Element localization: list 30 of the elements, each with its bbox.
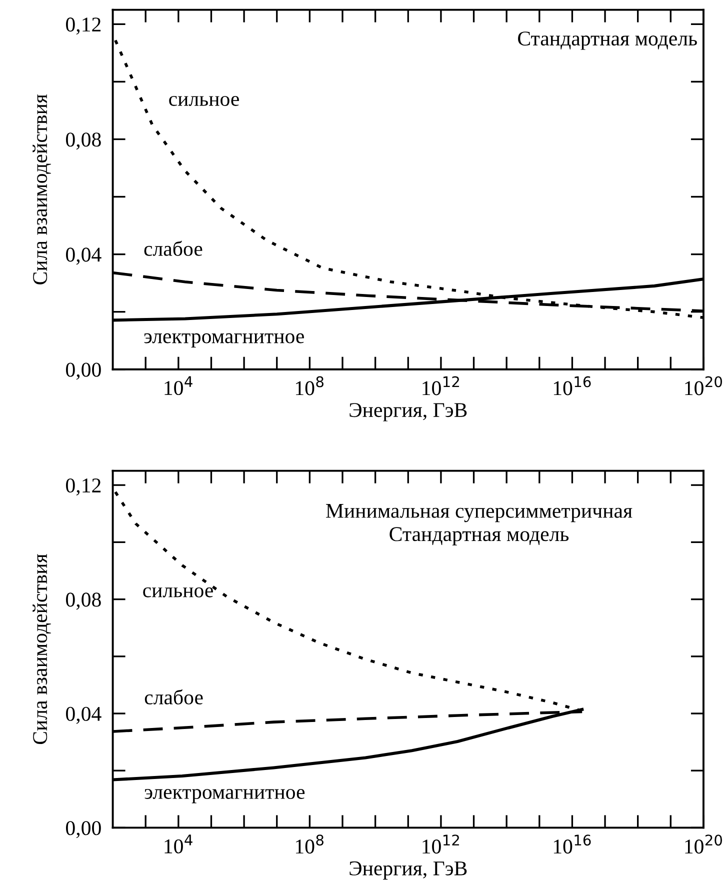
- x-tick-label: 10$^{4}$: [164, 834, 192, 854]
- series-label: слабое: [144, 240, 202, 256]
- x-tick-label: 10$^{16}$: [554, 834, 591, 854]
- x-tick-label: 10$^{20}$: [685, 834, 722, 854]
- x-tick-label: 10$^{8}$: [296, 376, 324, 396]
- x-axis-title: Энергия, ГэВ: [350, 861, 467, 880]
- y-tick-label: 0,12: [66, 18, 101, 35]
- y-tick-label: 0,04: [66, 706, 102, 724]
- x-axis-title: Энергия, ГэВ: [350, 403, 467, 422]
- series-label: электромагнитное: [144, 788, 305, 804]
- y-tick-label: 0,12: [66, 478, 101, 496]
- series-label: сильное: [169, 96, 239, 106]
- y-axis-title: Сила взаимодействия: [32, 554, 51, 744]
- series-label: электромагнитное: [144, 333, 304, 348]
- x-tick-label: 10$^{12}$: [422, 834, 459, 854]
- x-tick-label: 10$^{12}$: [422, 376, 459, 396]
- y-tick-label: 0,00: [66, 821, 101, 838]
- x-tick-label: 10$^{4}$: [164, 376, 192, 396]
- x-tick-label: 10$^{20}$: [685, 376, 722, 396]
- text: Минимальная суперсимметричная Стандартная модель: [326, 504, 632, 546]
- series-label: слабое: [144, 689, 203, 704]
- y-tick-label: 0,00: [66, 362, 101, 380]
- text: Стандартная модель: [518, 32, 697, 50]
- x-tick-label: 10$^{16}$: [554, 376, 591, 396]
- y-axis-title: Сила взаимодействия: [32, 94, 51, 284]
- y-tick-label: 0,08: [66, 592, 101, 610]
- y-tick-label: 0,04: [66, 248, 102, 265]
- series-label: сильное: [143, 587, 213, 598]
- x-tick-label: 10$^{8}$: [296, 834, 324, 854]
- y-tick-label: 0,08: [66, 132, 101, 150]
